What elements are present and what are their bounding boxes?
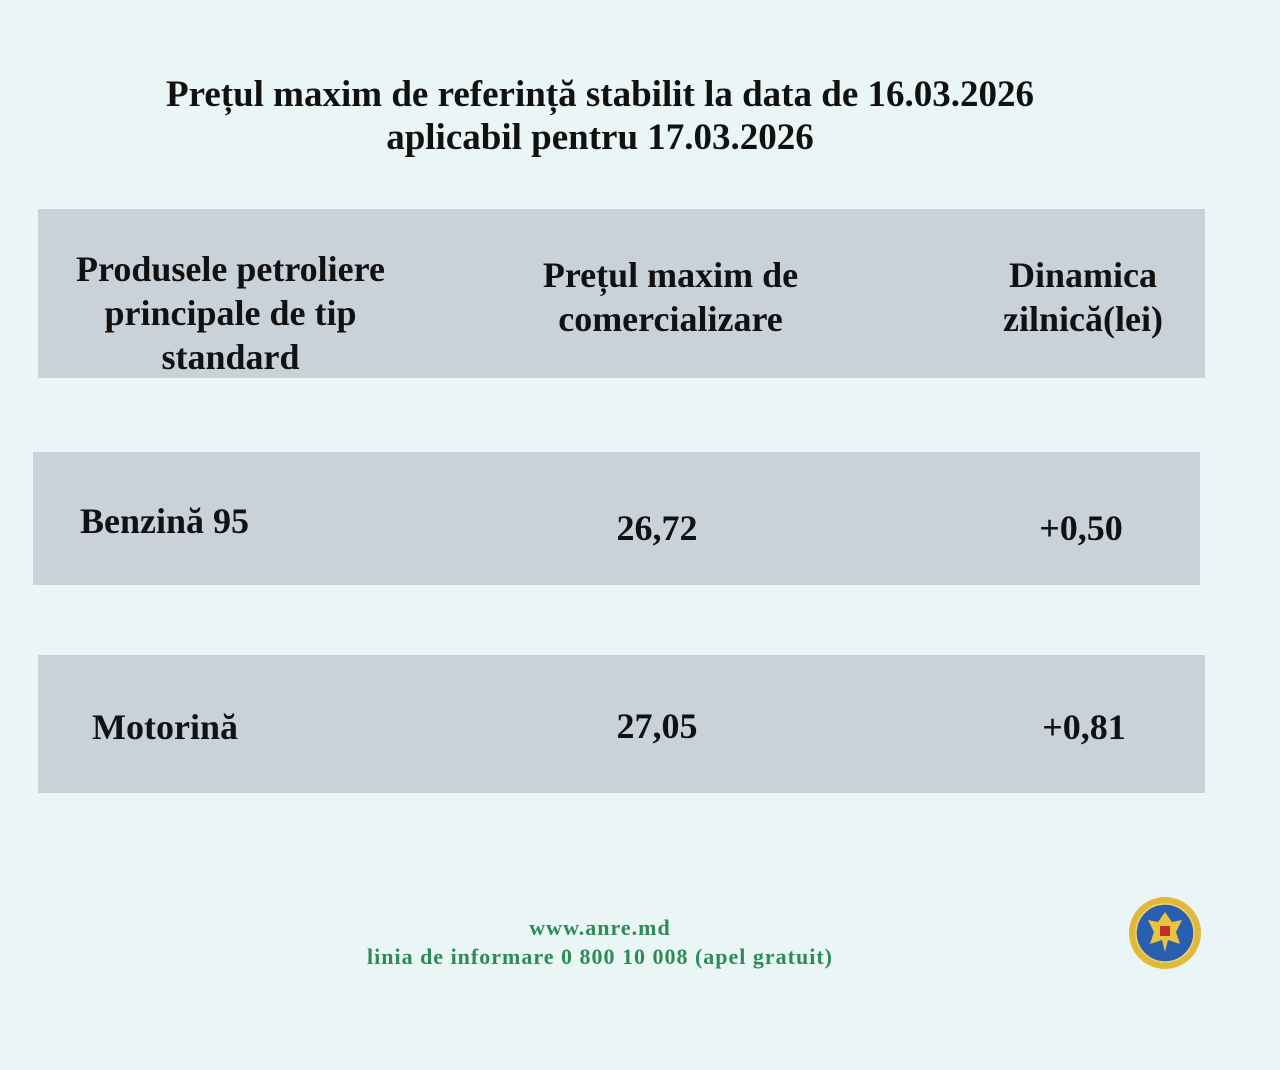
header-line: comercializare [558,299,783,339]
table-row: Benzină 95 26,72 +0,50 [33,452,1200,585]
header-line: Produsele petroliere [76,249,385,289]
header-products: Produsele petroliere principale de tip s… [38,247,423,379]
footer-website[interactable]: www.anre.md [529,915,671,940]
price-value: 27,05 [616,706,698,746]
change-value: +0,50 [1039,508,1123,548]
header-price: Prețul maxim de comercializare [468,253,873,341]
footer-hotline: linia de informare 0 800 10 008 (apel gr… [367,944,833,969]
header-change: Dinamica zilnică(lei) [978,253,1188,341]
page-subtitle: aplicabil pentru 17.03.2026 [386,117,814,158]
table-header: Produsele petroliere principale de tip s… [38,209,1205,378]
header-line: Dinamica [1009,255,1157,295]
page-title: Prețul maxim de referință stabilit la da… [165,74,1035,115]
price-value: 26,72 [616,508,698,548]
table-row: Motorină 27,05 +0,81 [38,655,1205,793]
product-name: Benzină 95 [80,501,250,541]
header-line: Prețul maxim de [542,255,799,295]
header-line: standard [161,337,300,377]
header-line: zilnică(lei) [1003,299,1163,339]
anre-logo-icon [1129,897,1201,969]
header-line: principale de tip [104,293,357,333]
product-name: Motorină [92,707,238,747]
change-value: +0,81 [1042,707,1126,747]
